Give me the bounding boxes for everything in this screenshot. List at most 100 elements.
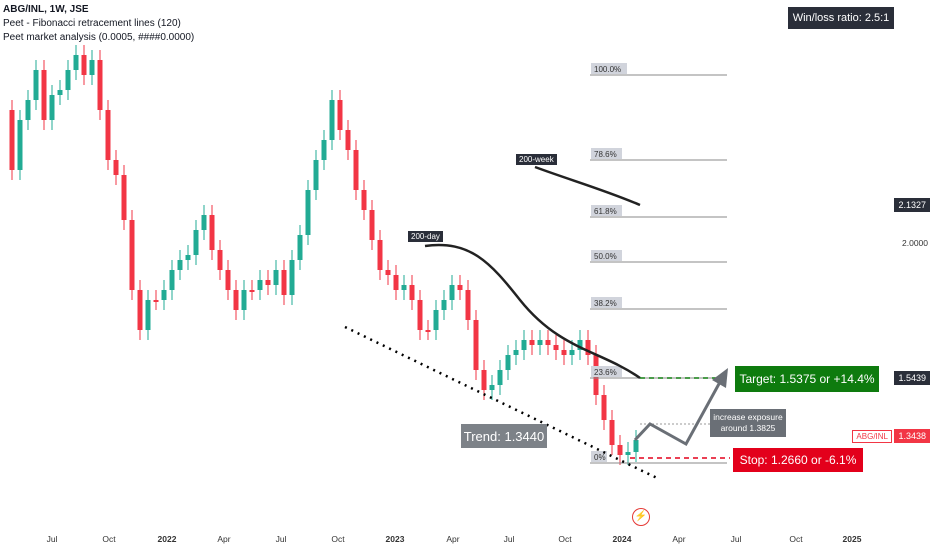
ma-200-day-label: 200-day	[408, 231, 443, 242]
fib-label: 23.6%	[594, 368, 617, 377]
candle-body	[137, 290, 143, 330]
x-tick-label: Jul	[47, 534, 58, 544]
candle-body	[513, 350, 519, 355]
fib-label-bg	[591, 250, 622, 261]
candle-body	[321, 140, 327, 160]
candle-body	[337, 100, 343, 130]
x-tick-label: Apr	[672, 534, 685, 544]
price-label-1: 2.1327	[894, 198, 930, 212]
candle-body	[449, 285, 455, 300]
candle-body	[385, 270, 391, 275]
candle-body	[89, 60, 95, 75]
fib-label-bg	[591, 63, 627, 74]
candle-body	[521, 340, 527, 350]
x-tick-label: Jul	[276, 534, 287, 544]
fib-label-bg	[591, 148, 622, 159]
ma-200-week-line	[534, 165, 641, 207]
candle-body	[481, 370, 487, 390]
win-loss-badge: Win/loss ratio: 2.5:1	[788, 7, 894, 29]
candle-body	[153, 300, 159, 302]
candle-body	[625, 452, 631, 455]
candle-body	[297, 235, 303, 260]
candle-body	[497, 370, 503, 385]
candle-body	[553, 345, 559, 350]
candle-body	[473, 320, 479, 370]
fib-label: 61.8%	[594, 207, 617, 216]
x-tick-label: Jul	[504, 534, 515, 544]
trend-line	[344, 325, 658, 480]
x-tick-label: Oct	[558, 534, 572, 544]
flash-icon[interactable]: ⚡	[632, 508, 650, 526]
candle-body	[121, 175, 127, 220]
candle-body	[193, 230, 199, 255]
x-axis: Jul Oct 2022 Apr Jul Oct 2023 Apr Jul Oct 2024 Apr J…	[47, 534, 862, 544]
candle-body	[353, 150, 359, 190]
price-label-3: 1.5439	[894, 371, 930, 385]
candles-layer	[9, 45, 639, 465]
candle-body	[113, 160, 119, 175]
target-label: Target: 1.5375 or +14.4%	[735, 366, 879, 392]
legend-fib: Peet - Fibonacci retracement lines (120)	[3, 18, 181, 29]
candle-body	[345, 130, 351, 150]
candle-body	[489, 385, 495, 390]
candle-body	[65, 70, 71, 90]
candle-body	[281, 270, 287, 295]
candle-body	[225, 270, 231, 290]
x-tick-label: 2023	[386, 534, 405, 544]
last-price-label: 1.3438	[894, 429, 930, 443]
candle-body	[617, 445, 623, 455]
fib-label-bg	[591, 205, 622, 216]
candle-body	[609, 420, 615, 445]
fib-label: 78.6%	[594, 150, 617, 159]
candle-body	[401, 285, 407, 290]
candle-body	[273, 270, 279, 285]
candle-body	[33, 70, 39, 100]
candle-body	[545, 340, 551, 345]
candle-body	[97, 60, 103, 110]
x-tick-label: Apr	[217, 534, 230, 544]
candle-body	[633, 440, 639, 452]
x-tick-label: 2022	[158, 534, 177, 544]
candle-body	[601, 395, 607, 420]
candle-body	[185, 255, 191, 260]
ma-200-week-label: 200-week	[516, 154, 557, 165]
candle-body	[585, 340, 591, 355]
chart-legend: ABG/INL, 1W, JSE Peet - Fibonacci retrac…	[3, 3, 194, 45]
fib-label: 0%	[594, 453, 606, 462]
candle-body	[57, 90, 63, 95]
candle-body	[241, 290, 247, 310]
x-tick-label: Oct	[102, 534, 116, 544]
fib-label: 38.2%	[594, 299, 617, 308]
candle-body	[249, 290, 255, 292]
candle-body	[329, 100, 335, 140]
candle-body	[409, 285, 415, 300]
candle-body	[161, 290, 167, 300]
candle-body	[41, 70, 47, 120]
candle-body	[265, 280, 271, 285]
legend-title: ABG/INL, 1W, JSE	[3, 4, 89, 15]
candle-body	[457, 285, 463, 290]
candle-body	[529, 340, 535, 345]
candle-body	[81, 55, 87, 75]
candle-body	[305, 190, 311, 235]
candle-body	[377, 240, 383, 270]
candle-body	[257, 280, 263, 290]
x-tick-label: 2025	[843, 534, 862, 544]
symbol-label: ABG/INL	[852, 430, 892, 443]
trend-label: Trend: 1.3440	[461, 424, 547, 448]
candle-body	[465, 290, 471, 320]
candle-body	[9, 110, 15, 170]
candle-body	[217, 250, 223, 270]
candle-body	[169, 270, 175, 290]
x-tick-label: Apr	[446, 534, 459, 544]
candle-body	[177, 260, 183, 270]
candle-body	[417, 300, 423, 330]
candle-body	[209, 215, 215, 250]
fib-levels: 100.0% 78.6% 61.8% 50.0% 38.2% 23.6% 0%	[590, 63, 727, 464]
x-tick-label: Oct	[789, 534, 803, 544]
candle-body	[201, 215, 207, 230]
candle-body	[561, 350, 567, 355]
candle-body	[145, 300, 151, 330]
fib-label: 100.0%	[594, 65, 621, 74]
